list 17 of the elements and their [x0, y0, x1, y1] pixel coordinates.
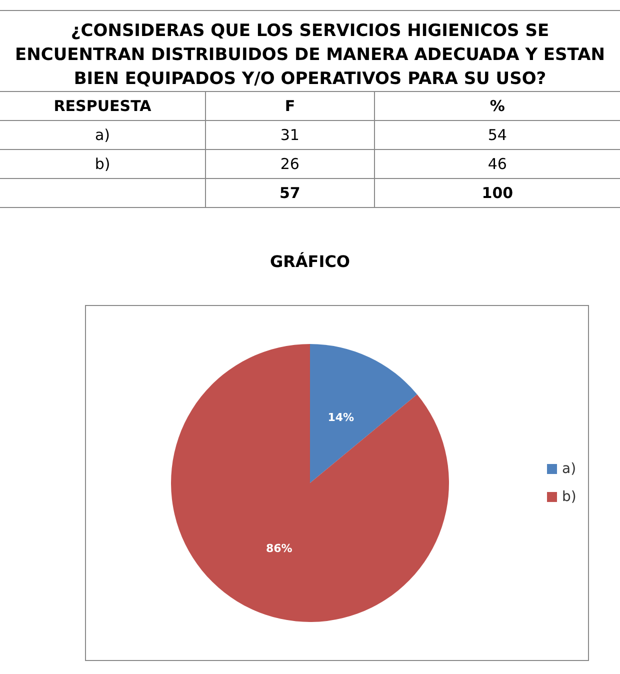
- data-label: 26: [206, 150, 374, 178]
- chart-title: GRÁFICO: [268, 252, 352, 271]
- data-label: 54: [374, 120, 620, 150]
- text: ¿CONSIDERAS QUE LOS SERVICIOS HIGIENICOS SE ENCUENTRAN DISTRIBUIDOS DE MANERA ADECUADA Y ESTAN BIEN EQUIPADOS Y/O OPERATIVOS PARA SU USO?: [0, 10, 620, 91]
- legend-label: b): [562, 489, 576, 505]
- text: F: [206, 92, 374, 120]
- text: RESPUESTA: [0, 92, 206, 120]
- data-label: 86%: [266, 542, 292, 556]
- data-label: 14%: [328, 410, 354, 424]
- data-label: 31: [206, 120, 374, 150]
- text: %: [374, 92, 620, 120]
- text: 57: [280, 184, 300, 202]
- category-label: a): [0, 120, 206, 150]
- text: 100: [482, 184, 514, 202]
- category-label: b): [0, 150, 206, 178]
- data-label: 46: [374, 150, 620, 178]
- legend-label: a): [562, 461, 576, 477]
